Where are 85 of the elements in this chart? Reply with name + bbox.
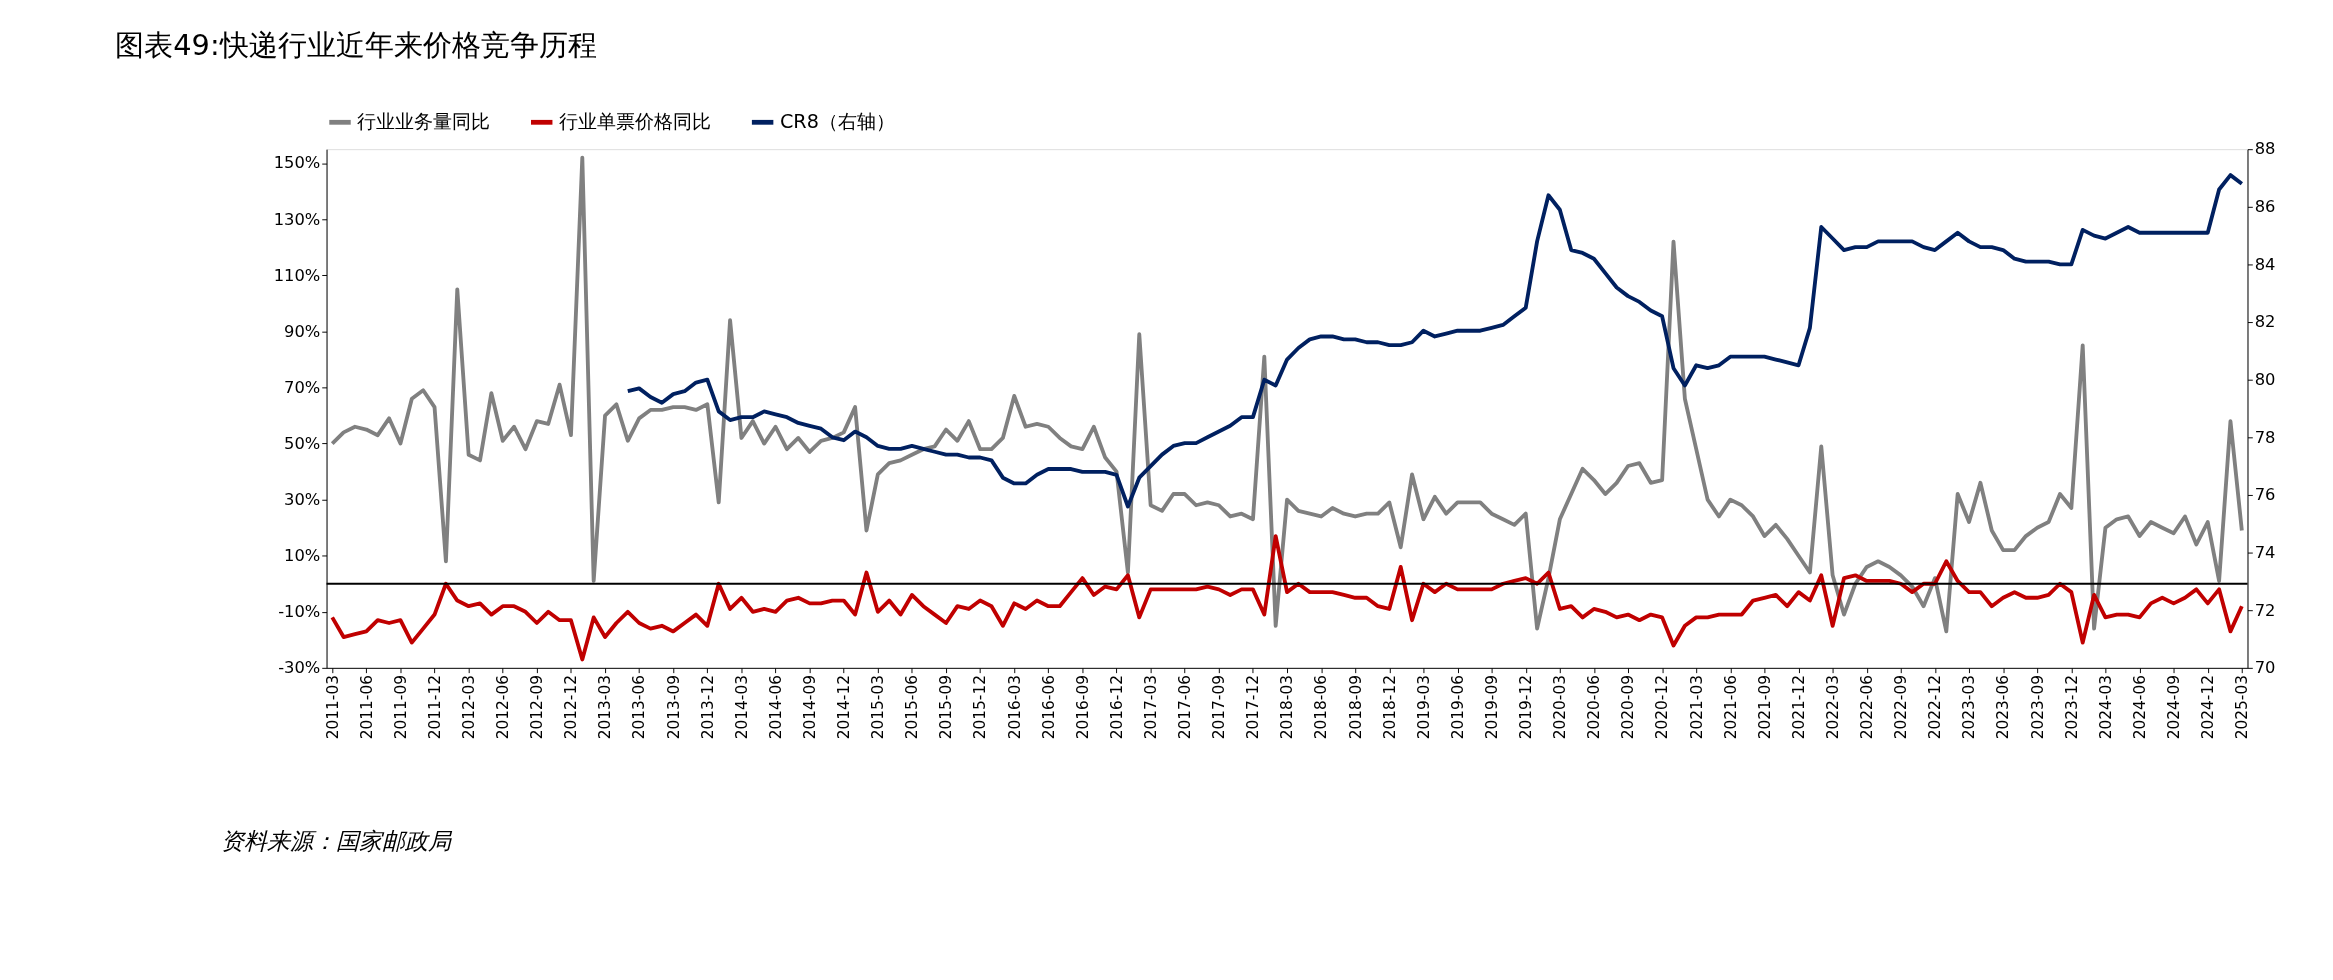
- x-tick-label: 2023-09: [2028, 675, 2047, 740]
- x-tick-label: 2016-09: [1073, 675, 1092, 740]
- x-tick-label: 2022-06: [1858, 675, 1877, 740]
- y-tick-label: 50%: [284, 433, 321, 453]
- x-tick-label: 2015-12: [971, 675, 990, 740]
- x-tick-label: 2011-06: [357, 675, 376, 740]
- line-series: [625, 173, 2244, 509]
- x-tick-label: 2015-09: [937, 675, 956, 740]
- x-tick-label: 2017-12: [1244, 675, 1263, 740]
- line-series: [330, 155, 2244, 634]
- x-tick-label: 2014-06: [766, 675, 785, 740]
- y2-tick-label: 84: [2254, 254, 2276, 274]
- x-tick-label: 2020-03: [1551, 675, 1570, 740]
- x-tick-label: 2024-03: [2096, 675, 2115, 740]
- x-tick-label: 2012-12: [562, 675, 581, 740]
- x-tick-label: 2021-03: [1687, 675, 1706, 740]
- x-tick-label: 2022-03: [1823, 675, 1842, 740]
- x-tick-label: 2021-12: [1789, 675, 1808, 740]
- x-tick-label: 2023-03: [1960, 675, 1979, 740]
- y-tick-label: 70%: [284, 377, 321, 397]
- y2-tick-label: 74: [2254, 542, 2276, 562]
- x-tick-label: 2023-12: [2062, 675, 2081, 740]
- y-tick-label: -30%: [278, 658, 321, 678]
- y-tick-label: 10%: [284, 545, 321, 565]
- x-tick-label: 2013-06: [630, 675, 649, 740]
- x-tick-label: 2019-06: [1448, 675, 1467, 740]
- legend-label: 行业单票价格同比: [559, 110, 711, 134]
- x-tick-label: 2011-12: [425, 675, 444, 740]
- y-tick-label: 30%: [284, 489, 321, 509]
- x-tick-label: 2024-06: [2130, 675, 2149, 740]
- x-tick-label: 2017-06: [1176, 675, 1195, 740]
- x-tick-label: 2019-03: [1414, 675, 1433, 740]
- y-tick-label: 130%: [273, 209, 321, 229]
- x-tick-label: 2025-03: [2233, 675, 2252, 740]
- x-tick-label: 2020-06: [1585, 675, 1604, 740]
- legend-label: CR8（右轴）: [779, 110, 895, 134]
- x-tick-label: 2022-09: [1892, 675, 1911, 740]
- x-tick-label: 2019-12: [1517, 675, 1536, 740]
- y-tick-label: 90%: [284, 321, 321, 341]
- x-tick-label: 2014-03: [732, 675, 751, 740]
- x-tick-label: 2011-03: [323, 675, 342, 740]
- x-tick-label: 2013-03: [596, 675, 615, 740]
- y2-tick-label: 82: [2254, 312, 2276, 332]
- x-tick-label: 2015-03: [869, 675, 888, 740]
- x-tick-label: 2019-09: [1482, 675, 1501, 740]
- x-tick-label: 2014-12: [835, 675, 854, 740]
- x-tick-label: 2011-09: [391, 675, 410, 740]
- x-tick-label: 2015-06: [903, 675, 922, 740]
- x-tick-label: 2018-06: [1312, 675, 1331, 740]
- y-tick-label: -10%: [278, 602, 321, 622]
- line-series: [330, 534, 2244, 662]
- x-tick-label: 2020-12: [1653, 675, 1672, 740]
- x-tick-label: 2018-03: [1278, 675, 1297, 740]
- x-tick-label: 2012-06: [494, 675, 513, 740]
- x-tick-label: 2021-09: [1755, 675, 1774, 740]
- x-tick-label: 2023-06: [1994, 675, 2013, 740]
- y2-tick-label: 78: [2254, 427, 2276, 447]
- x-tick-label: 2016-12: [1107, 675, 1126, 740]
- y-tick-label: 110%: [273, 265, 321, 285]
- chart-title: 图表49:快递行业近年来价格竞争历程: [115, 28, 597, 63]
- x-tick-label: 2020-09: [1619, 675, 1638, 740]
- x-tick-label: 2016-03: [1005, 675, 1024, 740]
- x-tick-label: 2017-09: [1210, 675, 1229, 740]
- y2-tick-label: 80: [2254, 369, 2276, 389]
- y2-tick-label: 88: [2254, 139, 2276, 159]
- y2-tick-label: 72: [2254, 600, 2276, 620]
- y2-tick-label: 76: [2254, 485, 2276, 505]
- y-tick-label: 150%: [273, 153, 321, 173]
- text: 资料来源：国家邮政局: [220, 828, 453, 855]
- x-tick-label: 2024-12: [2199, 675, 2218, 740]
- y2-tick-label: 86: [2254, 197, 2276, 217]
- x-tick-label: 2018-12: [1380, 675, 1399, 740]
- x-tick-label: 2013-09: [664, 675, 683, 740]
- x-tick-label: 2013-12: [698, 675, 717, 740]
- x-tick-label: 2022-12: [1926, 675, 1945, 740]
- x-tick-label: 2018-09: [1346, 675, 1365, 740]
- x-tick-label: 2012-03: [459, 675, 478, 740]
- y2-tick-label: 70: [2254, 658, 2276, 678]
- legend-label: 行业业务量同比: [357, 110, 491, 134]
- x-tick-label: 2014-09: [800, 675, 819, 740]
- x-tick-label: 2024-09: [2164, 675, 2183, 740]
- x-tick-label: 2021-06: [1721, 675, 1740, 740]
- x-tick-label: 2017-03: [1141, 675, 1160, 740]
- x-tick-label: 2016-06: [1039, 675, 1058, 740]
- x-tick-label: 2012-09: [528, 675, 547, 740]
